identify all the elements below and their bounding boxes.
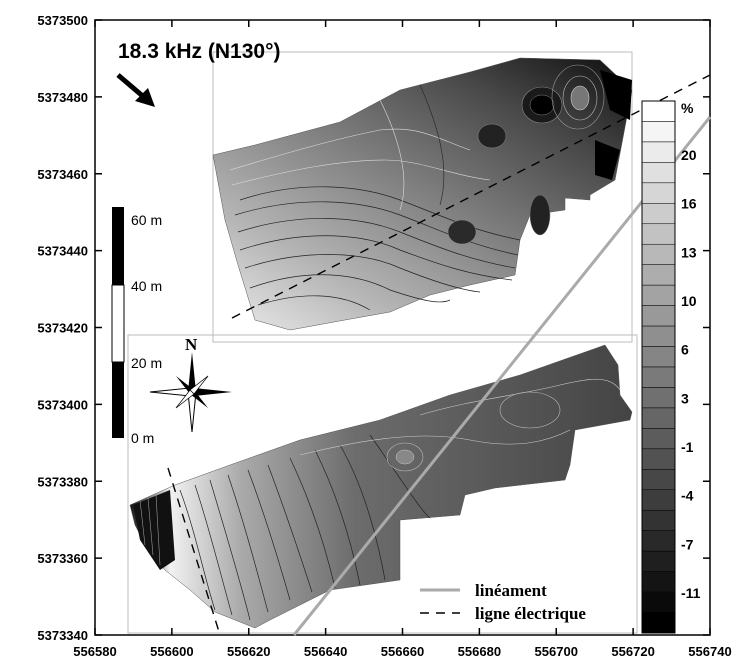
colorbar-cell (641, 223, 676, 245)
legend-lineament-label: linéament (475, 581, 547, 600)
lineament (292, 116, 712, 636)
colorbar-cell (641, 141, 676, 163)
colorbar-label: 3 (681, 390, 689, 406)
y-tick-label: 5373360 (37, 551, 88, 566)
colorbar-cell (641, 530, 676, 552)
top-survey-area (212, 57, 633, 331)
colorbar-cell (641, 100, 676, 122)
colorbar-cell (641, 407, 676, 429)
colorbar-label: 13 (681, 244, 697, 260)
north-label: N (185, 335, 198, 354)
colorbar-label: -1 (681, 439, 694, 455)
y-tick-label: 5373380 (37, 474, 88, 489)
x-tick-label: 556720 (611, 644, 654, 659)
colorbar-label: -4 (681, 488, 694, 504)
colorbar-cell (641, 284, 676, 306)
x-tick-label: 556660 (381, 644, 424, 659)
colorbar-label: -7 (681, 536, 694, 552)
direction-arrow-icon (116, 73, 155, 107)
scale-label-40: 40 m (131, 278, 162, 294)
colorbar-cell (641, 387, 676, 409)
x-tick-label: 556620 (227, 644, 270, 659)
scale-label-60: 60 m (131, 212, 162, 228)
colorbar-label: 20 (681, 147, 697, 163)
power-line-bottom (167, 467, 221, 636)
map-title: 18.3 kHz (N130°) (118, 40, 280, 63)
colorbar-cell (641, 509, 676, 531)
colorbar-cell (641, 325, 676, 347)
x-tick-label: 556680 (458, 644, 501, 659)
colorbar-label: 6 (681, 342, 689, 358)
bottom-panel-outline (127, 334, 638, 634)
colorbar-cell (641, 469, 676, 491)
colorbar-cell (641, 489, 676, 511)
colorbar: % 20 16 13 10 6 3 -1 -4 -7 -11 (641, 100, 701, 634)
colorbar-label: 16 (681, 196, 697, 212)
colorbar-unit: % (681, 100, 694, 116)
colorbar-cell (641, 264, 676, 286)
colorbar-cell (641, 182, 676, 204)
colorbar-label: 10 (681, 293, 697, 309)
colorbar-labels: 20 16 13 10 6 3 -1 -4 -7 -11 (681, 147, 701, 601)
legend: linéament ligne électrique (420, 581, 586, 623)
top-panel-outline (212, 51, 633, 343)
colorbar-cell (641, 162, 676, 184)
y-tick-label: 5373420 (37, 321, 88, 336)
y-tick-label: 5373400 (37, 397, 88, 412)
x-tick-label: 556700 (535, 644, 578, 659)
colorbar-cell (641, 448, 676, 470)
colorbar-cell (641, 591, 676, 613)
x-tick-label: 556580 (73, 644, 116, 659)
legend-power-line-label: ligne électrique (475, 604, 586, 623)
y-tick-label: 5373340 (37, 628, 88, 643)
colorbar-cell (641, 346, 676, 368)
colorbar-cell (641, 305, 676, 327)
colorbar-cell (641, 366, 676, 388)
colorbar-cell (641, 571, 676, 593)
colorbar-cell (641, 612, 676, 634)
y-tick-label: 5373500 (37, 13, 88, 28)
colorbar-label: -11 (681, 585, 701, 601)
y-tick-label: 5373480 (37, 90, 88, 105)
colorbar-cell (641, 550, 676, 572)
colorbar-cell (641, 121, 676, 143)
scale-label-20: 20 m (131, 355, 162, 371)
scale-label-0: 0 m (131, 430, 154, 446)
bottom-survey-area (129, 344, 633, 629)
north-arrow-icon: N (149, 335, 232, 433)
y-tick-label: 5373440 (37, 244, 88, 259)
colorbar-cell (641, 428, 676, 450)
colorbar-cell (641, 243, 676, 265)
y-tick-label: 5373460 (37, 167, 88, 182)
x-tick-label: 556600 (150, 644, 193, 659)
x-tick-label: 556640 (304, 644, 347, 659)
x-tick-label: 556740 (688, 644, 731, 659)
axes: 556580 556600 556620 556640 556660 556680 5567… (37, 13, 731, 659)
colorbar-cell (641, 203, 676, 225)
colorbar-cells (641, 100, 676, 634)
scale-bar: 60 m 40 m 20 m 0 m (111, 207, 162, 446)
